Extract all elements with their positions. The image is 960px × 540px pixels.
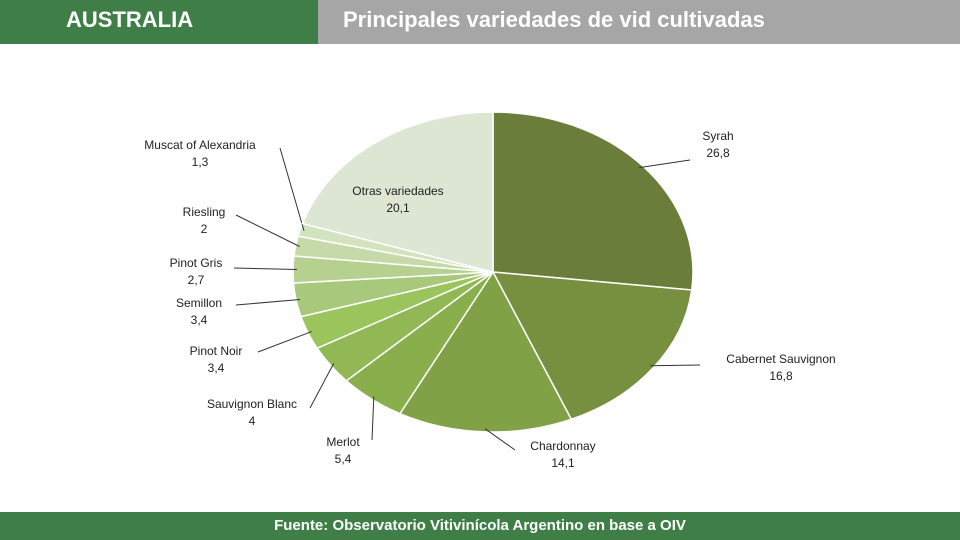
source-note: Fuente: Observatorio Vitivinícola Argent… [274,517,686,534]
header-left-bar [0,0,318,44]
slice-label: Cabernet Sauvignon [726,352,835,366]
leader-line [233,267,298,271]
leader-line [279,147,305,231]
leader-line [235,214,300,247]
pie-slice [492,111,694,291]
value-label: 1,3 [192,155,209,169]
slice-label: Syrah [702,129,733,143]
leader-line [309,363,335,409]
slice-label: Pinot Noir [190,344,243,358]
value-label: 2,7 [188,273,205,287]
value-label: 14,1 [551,456,575,470]
slice-label: Otras variedades [352,184,443,198]
pie-slice [491,271,693,421]
value-label: 5,4 [335,452,352,466]
leader-line [235,298,301,306]
slice-label: Muscat of Alexandria [144,138,256,152]
value-label: 3,4 [191,313,208,327]
slice-label: Semillon [176,296,222,310]
value-label: 16,8 [769,369,793,383]
header-right-bar [318,0,960,44]
leader-line [650,364,701,367]
leader-line [639,159,691,169]
value-label: 4 [249,414,256,428]
value-label: 26,8 [706,146,730,160]
leader-line [484,428,516,451]
pie-slice [301,111,494,273]
slide-title: Principales variedades de vid cultivadas [343,7,765,32]
slice-label: Chardonnay [530,439,595,453]
slice-label: Riesling [183,205,226,219]
slice-label: Sauvignon Blanc [207,397,297,411]
slice-label: Merlot [326,435,360,449]
leader-line [257,331,312,353]
pie-chart: Syrah 26,8 Cabernet Sauvignon 16,8 Chardonna… [144,111,836,470]
footer-bar [0,512,960,540]
leader-line [371,396,375,441]
value-label: 2 [201,222,208,236]
value-label: 3,4 [208,361,225,375]
pie-slice [398,270,573,433]
slice-label: Pinot Gris [170,256,223,270]
country-title: AUSTRALIA [66,7,193,32]
value-label: 20,1 [386,201,410,215]
